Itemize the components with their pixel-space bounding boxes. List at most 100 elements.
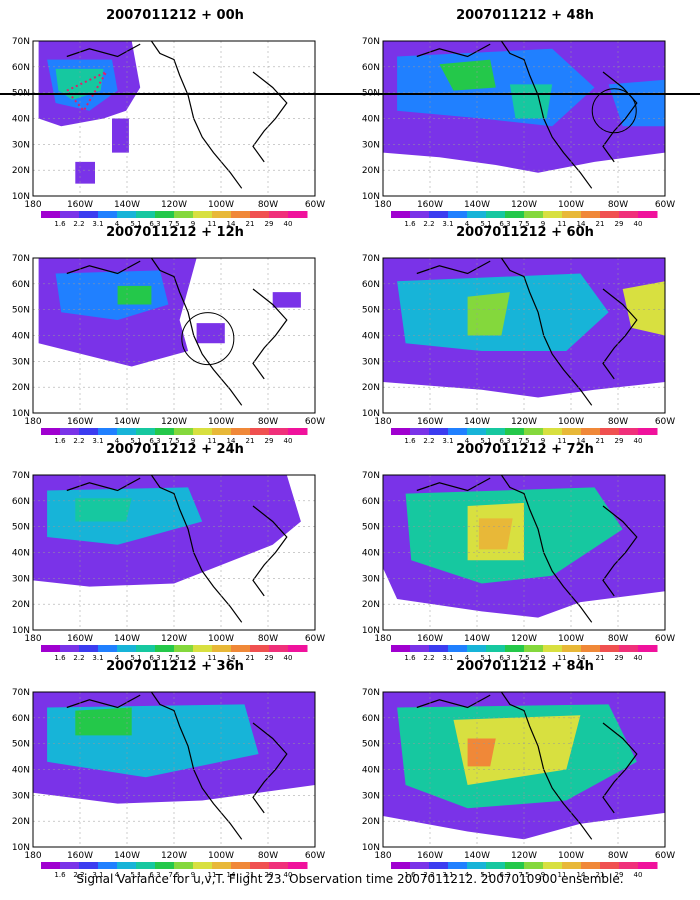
colorbar-swatch <box>250 211 270 218</box>
lat-label: 40N <box>362 332 380 342</box>
lat-label: 20N <box>362 817 380 827</box>
variance-map: 70N60N50N40N30N20N10N180160W140W120W100W… <box>350 26 700 228</box>
colorbar-swatch <box>429 645 449 652</box>
colorbar-label: 11 <box>558 437 567 443</box>
colorbar-swatch <box>391 211 411 218</box>
colorbar-swatch <box>250 428 270 435</box>
colorbar-swatch <box>581 428 601 435</box>
colorbar-swatch <box>467 645 487 652</box>
variance-contour <box>622 281 665 336</box>
colorbar-label: 9 <box>191 220 195 226</box>
colorbar-swatch <box>269 428 289 435</box>
colorbar-swatch <box>448 211 468 218</box>
colorbar-swatch <box>524 428 544 435</box>
colorbar-label: 1.6 <box>404 871 416 877</box>
colorbar-swatch <box>231 645 251 652</box>
panel-title: 2007011212 + 00h <box>106 8 244 23</box>
colorbar-swatch <box>41 428 61 435</box>
lon-label: 180 <box>374 634 391 644</box>
colorbar-swatch <box>486 211 506 218</box>
coastline <box>252 505 288 597</box>
lon-label: 180 <box>24 634 41 644</box>
lon-label: 80W <box>258 417 278 427</box>
lon-label: 100W <box>558 417 584 427</box>
lat-label: 20N <box>362 166 380 176</box>
coastline <box>66 260 141 275</box>
lat-label: 40N <box>12 115 30 125</box>
coastline <box>500 40 593 189</box>
lon-label: 160W <box>417 634 443 644</box>
colorbar-label: 21 <box>596 437 605 443</box>
coastline <box>150 40 243 189</box>
lon-label: 60W <box>655 417 675 427</box>
colorbar-label: 2.2 <box>73 654 84 660</box>
colorbar-label: 14 <box>577 220 586 226</box>
colorbar-swatch <box>600 211 620 218</box>
colorbar-swatch <box>524 862 544 869</box>
colorbar-label: 1.6 <box>404 437 416 443</box>
colorbar-label: 14 <box>577 654 586 660</box>
lon-label: 60W <box>305 851 325 861</box>
colorbar-label: 7.5 <box>518 437 529 443</box>
lat-label: 30N <box>12 791 30 801</box>
colorbar-label: 6.3 <box>499 437 510 443</box>
lon-label: 60W <box>655 851 675 861</box>
lon-label: 100W <box>558 851 584 861</box>
colorbar-swatch <box>619 428 639 435</box>
lat-label: 10N <box>12 192 30 202</box>
panel-12h: 2007011212 + 12h 70N 60N 50N 40N 30N 20N 10N 18… <box>0 225 350 445</box>
horizontal-reference-line <box>0 93 700 95</box>
colorbar-label: 29 <box>265 437 274 443</box>
coastline <box>602 505 638 597</box>
panel-title: 2007011212 + 84h <box>456 659 594 674</box>
lon-label: 140W <box>464 200 490 210</box>
lon-label: 80W <box>608 851 628 861</box>
lon-label: 140W <box>114 200 140 210</box>
map-frame <box>382 40 666 197</box>
variance-contour <box>439 59 496 91</box>
lat-label: 30N <box>362 791 380 801</box>
colorbar-swatch <box>619 645 639 652</box>
colorbar-label: 11 <box>558 220 567 226</box>
colorbar-swatch <box>117 862 137 869</box>
lat-label: 50N <box>12 740 30 750</box>
colorbar-swatch <box>231 862 251 869</box>
colorbar-label: 40 <box>284 654 293 660</box>
colorbar-label: 21 <box>596 871 605 877</box>
colorbar-label: 5.1 <box>130 654 141 660</box>
colorbar-swatch <box>505 645 525 652</box>
map-frame <box>32 474 316 631</box>
panel-title: 2007011212 + 60h <box>456 225 594 240</box>
colorbar-label: 6.3 <box>149 871 160 877</box>
lat-label: 30N <box>362 140 380 150</box>
colorbar-swatch <box>288 862 308 869</box>
lat-label: 20N <box>12 383 30 393</box>
colorbar-swatch <box>524 645 544 652</box>
lat-label: 10N <box>362 843 380 853</box>
lon-label: 100W <box>558 200 584 210</box>
colorbar-swatch <box>41 862 61 869</box>
colorbar-swatch <box>155 862 175 869</box>
colorbar-label: 7.5 <box>518 654 529 660</box>
colorbar-swatch <box>231 428 251 435</box>
variance-contour <box>467 738 496 767</box>
colorbar-label: 40 <box>284 437 293 443</box>
map-svg: 70N60N50N40N30N20N10N180160W140W120W100W… <box>12 37 325 228</box>
lon-label: 100W <box>208 200 234 210</box>
lon-label: 120W <box>161 417 187 427</box>
colorbar-label: 4 <box>465 220 470 226</box>
lat-label: 10N <box>12 843 30 853</box>
lat-label: 20N <box>362 600 380 610</box>
lat-label: 30N <box>362 357 380 367</box>
lat-label: 50N <box>362 523 380 533</box>
colorbar-label: 7.5 <box>168 871 179 877</box>
lat-label: 70N <box>362 471 380 481</box>
colorbar-swatch <box>448 645 468 652</box>
lat-label: 70N <box>362 37 380 47</box>
colorbar-swatch <box>429 862 449 869</box>
colorbar-label: 21 <box>246 220 255 226</box>
colorbar-label: 4 <box>115 871 120 877</box>
colorbar-swatch <box>193 211 213 218</box>
